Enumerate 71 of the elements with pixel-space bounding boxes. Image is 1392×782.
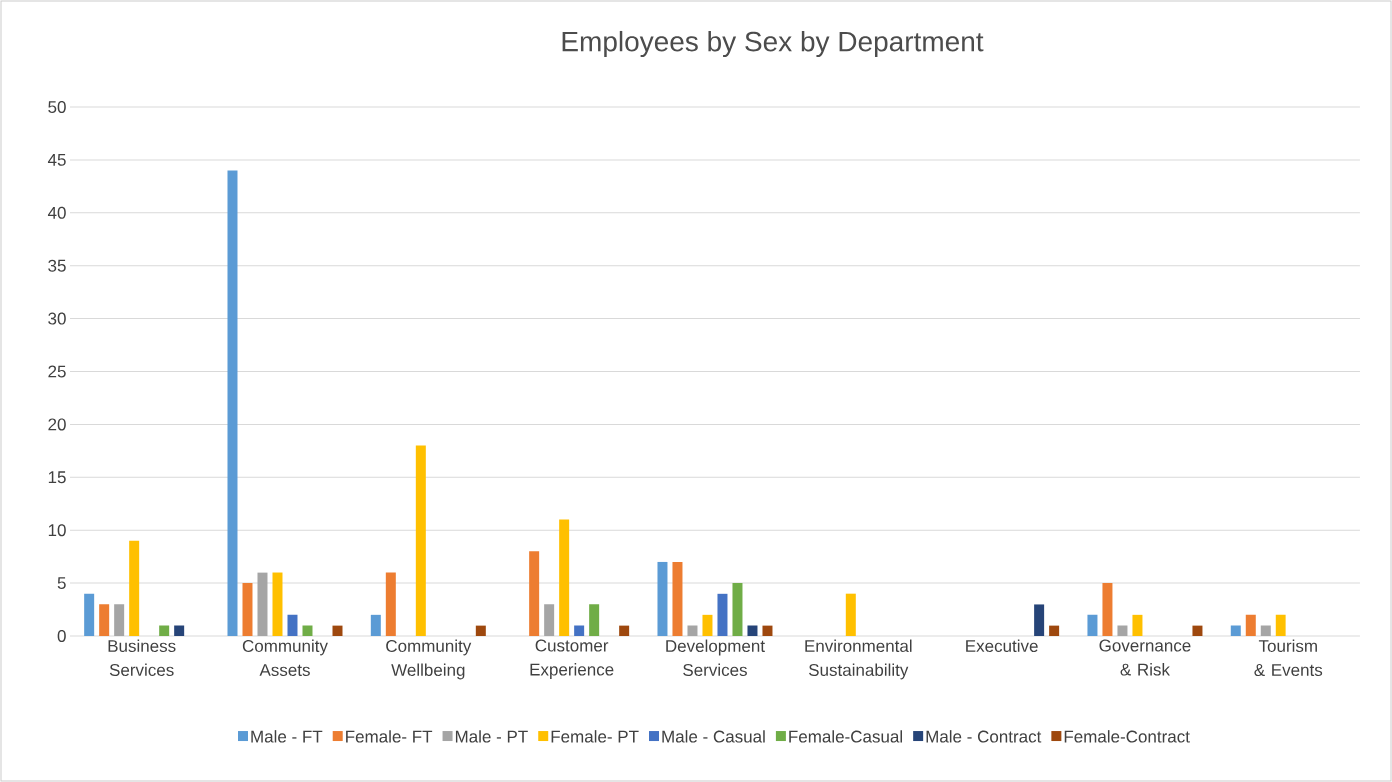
- y-tick-label: 15: [48, 471, 66, 484]
- y-tick-label: 35: [48, 259, 66, 272]
- y-tick-label: 10: [48, 524, 66, 537]
- legend-label: Female- FT: [346, 730, 433, 743]
- legend-label: Male - Casual: [662, 730, 765, 743]
- bar: [702, 614, 713, 636]
- bar: [1102, 583, 1113, 636]
- bar: [672, 561, 683, 636]
- bar: [687, 625, 698, 636]
- legend-label: Female-Casual: [789, 730, 902, 743]
- y-tick-label: 45: [47, 153, 66, 166]
- bar: [589, 604, 600, 636]
- x-tick-label: Development Services: [666, 639, 765, 677]
- bar: [272, 572, 283, 636]
- y-tick-label: 0: [57, 629, 66, 643]
- bar: [84, 593, 95, 636]
- x-tick-label: Environmental Sustainability: [805, 639, 912, 680]
- bar: [370, 614, 381, 636]
- bar: [1260, 625, 1271, 636]
- bar: [227, 170, 238, 636]
- bar: [1049, 625, 1060, 636]
- bar: [415, 445, 426, 636]
- legend-label: Male - FT: [251, 730, 323, 743]
- bar: [174, 625, 185, 636]
- bar: [257, 572, 268, 636]
- y-tick-label: 30: [48, 312, 66, 325]
- bar: [717, 593, 728, 636]
- legend-label: Male - Contract: [926, 730, 1042, 743]
- bar: [1117, 625, 1128, 636]
- x-tick-label: Executive: [966, 639, 1038, 653]
- x-tick-label: Business Services: [108, 639, 176, 677]
- bar: [1192, 625, 1203, 636]
- bar: [114, 604, 125, 636]
- legend-label: Female-Contract: [1064, 730, 1190, 743]
- bar: [242, 583, 253, 636]
- bar: [619, 625, 630, 636]
- x-tick-label: Community Assets: [242, 639, 328, 677]
- bar: [732, 583, 743, 636]
- bar: [287, 614, 298, 636]
- bar: [159, 625, 170, 636]
- chart-title: Employees by Sex by Department: [562, 30, 984, 58]
- bar: [574, 625, 585, 636]
- bar: [332, 625, 343, 636]
- y-tick-label: 20: [48, 418, 66, 431]
- bar: [129, 540, 140, 636]
- bar: [1230, 625, 1241, 636]
- y-tick-label: 50: [48, 100, 66, 114]
- bar: [1087, 614, 1098, 636]
- bar: [544, 604, 555, 636]
- bar: [302, 625, 313, 636]
- bar: [747, 625, 758, 636]
- bar: [1245, 614, 1256, 636]
- y-tick-label: 5: [57, 577, 66, 590]
- bar: [845, 593, 856, 636]
- bar: [529, 551, 540, 636]
- bar: [1034, 604, 1045, 636]
- bar: [657, 561, 668, 636]
- legend-label: Male - PT: [455, 730, 528, 743]
- bar: [762, 625, 773, 636]
- bar: [475, 625, 486, 636]
- bar: [1132, 614, 1143, 636]
- x-tick-label: Customer Experience: [530, 639, 614, 679]
- bar: [559, 519, 570, 636]
- bar: [385, 572, 396, 636]
- x-tick-label: Community Wellbeing: [386, 639, 472, 680]
- x-tick-label: Tourism & Events: [1254, 639, 1323, 677]
- legend-label: Female- PT: [551, 730, 639, 743]
- y-tick-label: 40: [47, 206, 66, 219]
- bar: [99, 604, 110, 636]
- y-tick-label: 25: [48, 365, 66, 378]
- x-tick-label: Governance & Risk: [1099, 639, 1191, 676]
